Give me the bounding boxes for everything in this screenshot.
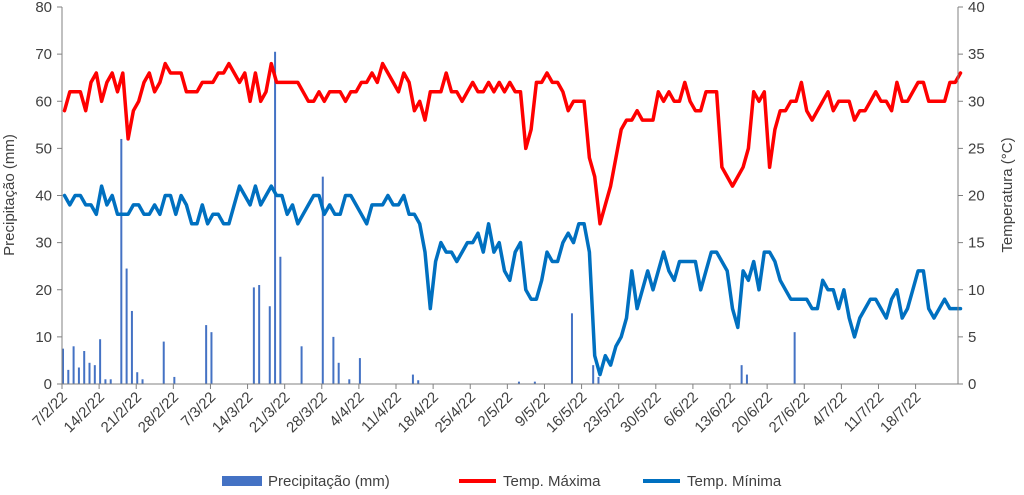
x-tick-label: 27/6/22 (766, 389, 813, 436)
precipitation-bar (93, 365, 96, 384)
precipitation-bar (104, 379, 107, 384)
precipitation-bar (358, 358, 361, 384)
x-tick-label: 20/6/22 (729, 389, 776, 436)
y-left-tick-label: 10 (35, 329, 52, 346)
precipitation-bar (793, 332, 796, 384)
y-left-tick-label: 20 (35, 282, 52, 299)
x-tick-label: 30/5/22 (617, 389, 664, 436)
x-axis-ticks: 7/2/2214/2/2221/2/2228/2/227/3/2214/3/22… (29, 384, 924, 436)
legend-swatch-precipitation (222, 476, 262, 486)
precipitation-bar (268, 306, 271, 384)
y-right-tick-label: 15 (968, 235, 985, 252)
precipitation-bar (300, 346, 303, 384)
precipitation-bar (592, 365, 595, 384)
y-left-tick-label: 30 (35, 235, 52, 252)
x-tick-label: 18/4/22 (395, 389, 442, 436)
y-right-tick-label: 5 (968, 329, 976, 346)
y-left-tick-label: 0 (44, 376, 52, 393)
precipitation-bar (417, 380, 420, 384)
precipitation-bar (252, 287, 255, 384)
legend-label-precipitation: Precipitação (mm) (268, 473, 390, 490)
precipitation-bar (120, 138, 123, 384)
y-left-tick-label: 60 (35, 93, 52, 110)
precipitation-bar (77, 367, 80, 384)
legend: Precipitação (mm) Temp. Máxima Temp. Mín… (222, 473, 782, 490)
x-tick-label: 13/6/22 (691, 389, 738, 436)
tmax-line (62, 61, 963, 226)
x-tick-label: 18/7/22 (877, 389, 924, 436)
tmin-line (62, 184, 963, 377)
precipitation-bar (745, 374, 748, 384)
y-right-tick-label: 10 (968, 282, 985, 299)
precipitation-bar (570, 313, 573, 384)
precipitation-bar (348, 379, 351, 384)
y-left-axis-title: Precipitação (mm) (1, 134, 18, 256)
legend-label-tmin: Temp. Mínima (687, 473, 782, 490)
right-axis-ticks: 0 5 10 15 20 25 30 35 40 (958, 0, 985, 393)
precipitation-bar (205, 325, 208, 384)
x-tick-label: 25/4/22 (432, 389, 479, 436)
precipitation-bar (99, 339, 102, 384)
precipitation-bar (88, 362, 91, 384)
precipitation-bar (740, 365, 743, 384)
y-right-tick-label: 35 (968, 46, 985, 63)
precipitation-bar (72, 346, 75, 384)
precipitation-bar (125, 268, 128, 384)
y-right-axis-title: Temperatura (°C) (999, 137, 1016, 252)
precipitation-bars (62, 51, 796, 385)
x-tick-label: 28/2/22 (135, 389, 182, 436)
precipitation-bar (517, 381, 520, 384)
y-right-tick-label: 0 (968, 376, 976, 393)
precipitation-bar (411, 374, 414, 384)
x-tick-label: 21/2/22 (98, 389, 145, 436)
precipitation-bar (83, 351, 86, 384)
y-right-tick-label: 25 (968, 140, 985, 157)
precipitation-bar (274, 51, 277, 385)
axes (61, 7, 959, 385)
precipitation-bar (141, 379, 144, 384)
precipitation-bar (332, 336, 335, 384)
y-left-tick-label: 40 (35, 188, 52, 205)
x-tick-label: 16/5/22 (543, 389, 590, 436)
y-right-tick-label: 20 (968, 188, 985, 205)
temperature-lines (62, 61, 963, 377)
left-axis-ticks: 0 10 20 30 40 50 60 70 80 (35, 0, 62, 393)
precipitation-bar (109, 379, 112, 384)
x-tick-label: 21/3/22 (246, 389, 293, 436)
precipitation-bar (62, 348, 64, 384)
precipitation-bar (258, 285, 261, 384)
precipitation-bar (130, 310, 133, 384)
precipitation-bar (279, 256, 282, 384)
x-tick-label: 2/5/22 (475, 389, 517, 431)
y-left-tick-label: 80 (35, 0, 52, 16)
x-tick-label: 14/2/22 (61, 389, 108, 436)
x-tick-label: 28/3/22 (283, 389, 330, 436)
precipitation-bar (136, 372, 139, 384)
precipitation-bar (67, 369, 70, 384)
y-right-tick-label: 40 (968, 0, 985, 16)
precipitation-bar (533, 381, 536, 384)
y-left-tick-label: 70 (35, 46, 52, 63)
precipitation-bar (162, 341, 165, 384)
x-tick-label: 23/5/22 (580, 389, 627, 436)
precipitation-bar (597, 376, 600, 384)
precipitation-bar (173, 376, 176, 384)
x-tick-label: 14/3/22 (209, 389, 256, 436)
legend-label-tmax: Temp. Máxima (503, 473, 601, 490)
precipitation-bar (337, 362, 340, 384)
y-right-tick-label: 30 (968, 93, 985, 110)
precipitation-bar (321, 176, 324, 384)
y-left-tick-label: 50 (35, 140, 52, 157)
precipitation-bar (210, 332, 213, 384)
